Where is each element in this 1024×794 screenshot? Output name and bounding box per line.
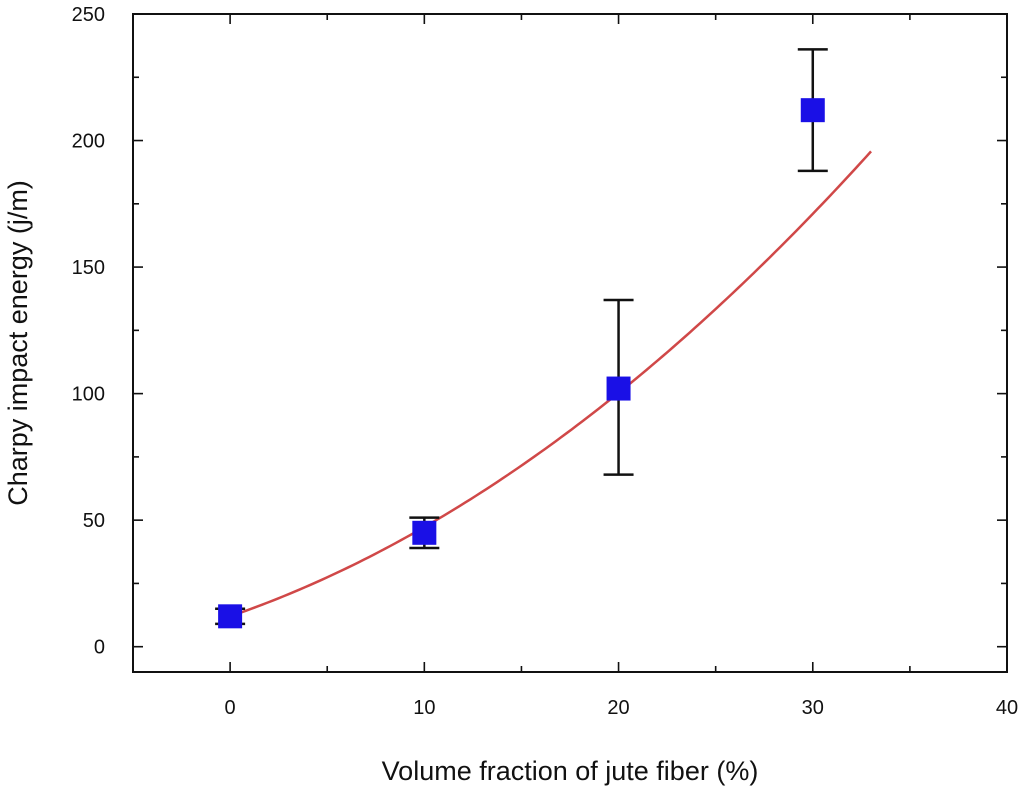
data-point xyxy=(606,376,631,401)
y-tick-label: 50 xyxy=(83,510,105,532)
x-tick-label: 0 xyxy=(225,697,236,719)
fit-curve xyxy=(229,150,872,618)
y-tick-label: 150 xyxy=(72,257,105,279)
data-point xyxy=(800,98,825,123)
data-point xyxy=(218,604,243,629)
y-tick-label: 200 xyxy=(72,131,105,153)
y-tick-label: 100 xyxy=(72,384,105,406)
x-axis-title: Volume fraction of jute fiber (%) xyxy=(382,756,759,786)
y-tick-label: 0 xyxy=(94,637,105,659)
x-tick-label: 40 xyxy=(996,697,1018,719)
y-axis-title: Charpy impact energy (j/m) xyxy=(3,180,33,506)
fit-curve-layer xyxy=(229,150,872,618)
axis-ticks: 0 10 20 30 40 0 50 100 150 200 250 xyxy=(72,4,1019,719)
y-tick-label: 250 xyxy=(72,4,105,26)
x-tick-label: 20 xyxy=(607,697,629,719)
data-markers xyxy=(218,98,825,629)
plot-frame xyxy=(132,13,1008,673)
x-tick-label: 30 xyxy=(802,697,824,719)
error-bars xyxy=(215,48,828,626)
data-point xyxy=(412,520,437,545)
x-tick-label: 10 xyxy=(413,697,435,719)
